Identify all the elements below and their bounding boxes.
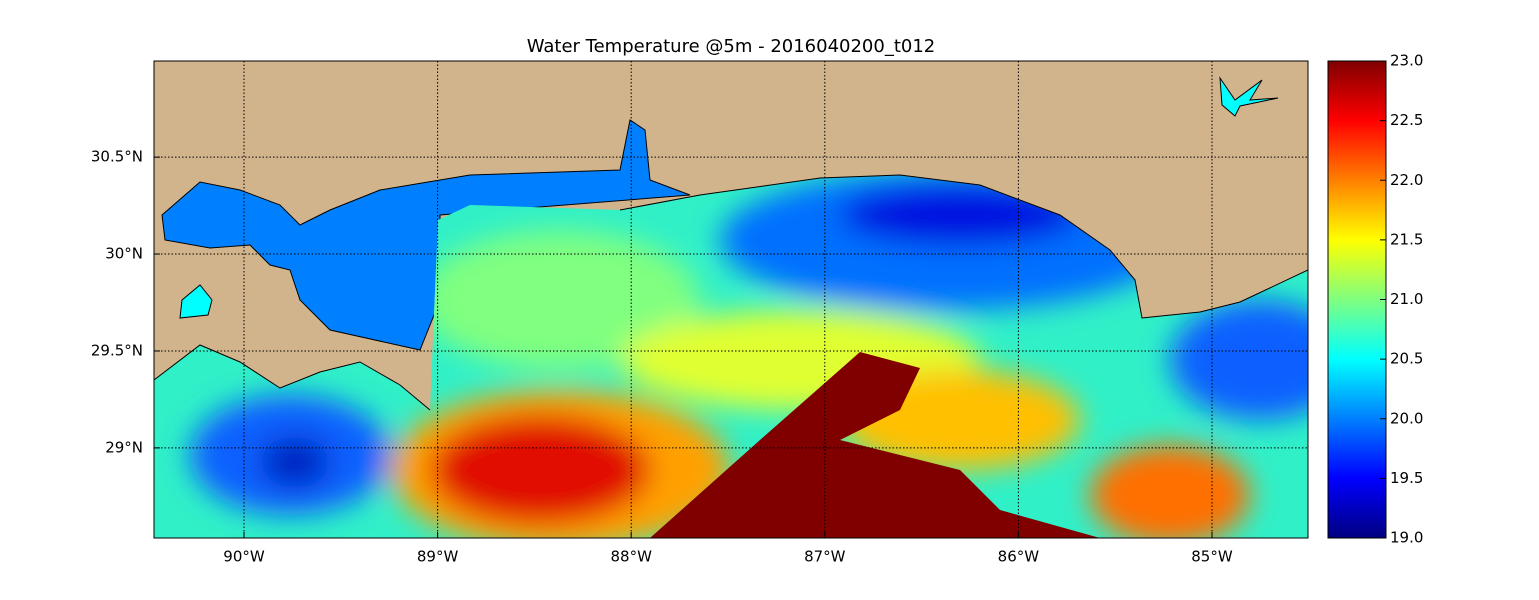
x-tick-label: 87°W [804,548,846,566]
x-tick-label: 90°W [223,548,265,566]
colorbar [1327,60,1387,539]
x-tick-label: 88°W [610,548,652,566]
x-tick-label: 85°W [1191,548,1233,566]
y-tick-label: 29.5°N [91,341,143,359]
colorbar-label: 21.5 [1390,230,1423,248]
temperature-field [650,352,1100,538]
colorbar-label: 20.0 [1390,409,1423,427]
y-tick-label: 30.5°N [91,148,143,166]
colorbar-label: 22.0 [1390,171,1423,189]
colorbar-label: 19.0 [1390,529,1423,547]
coastline [154,344,431,411]
lake [1219,76,1279,117]
colorbar-label: 21.0 [1390,290,1423,308]
lake [179,284,213,319]
map-area [154,61,1308,538]
map-frame [153,60,1309,539]
colorbar-label: 19.5 [1390,469,1423,487]
colorbar-label: 20.5 [1390,350,1423,368]
ocean [154,175,1308,538]
colorbar-label: 23.0 [1390,52,1423,70]
y-tick-label: 30°N [105,245,143,263]
x-tick-label: 89°W [417,548,459,566]
x-tick-label: 86°W [998,548,1040,566]
map-title: Water Temperature @5m - 2016040200_t012 [527,36,936,57]
colorbar-label: 22.5 [1390,111,1423,129]
y-tick-label: 29°N [105,438,143,456]
inland-water [161,119,691,351]
coastline [619,174,1308,319]
